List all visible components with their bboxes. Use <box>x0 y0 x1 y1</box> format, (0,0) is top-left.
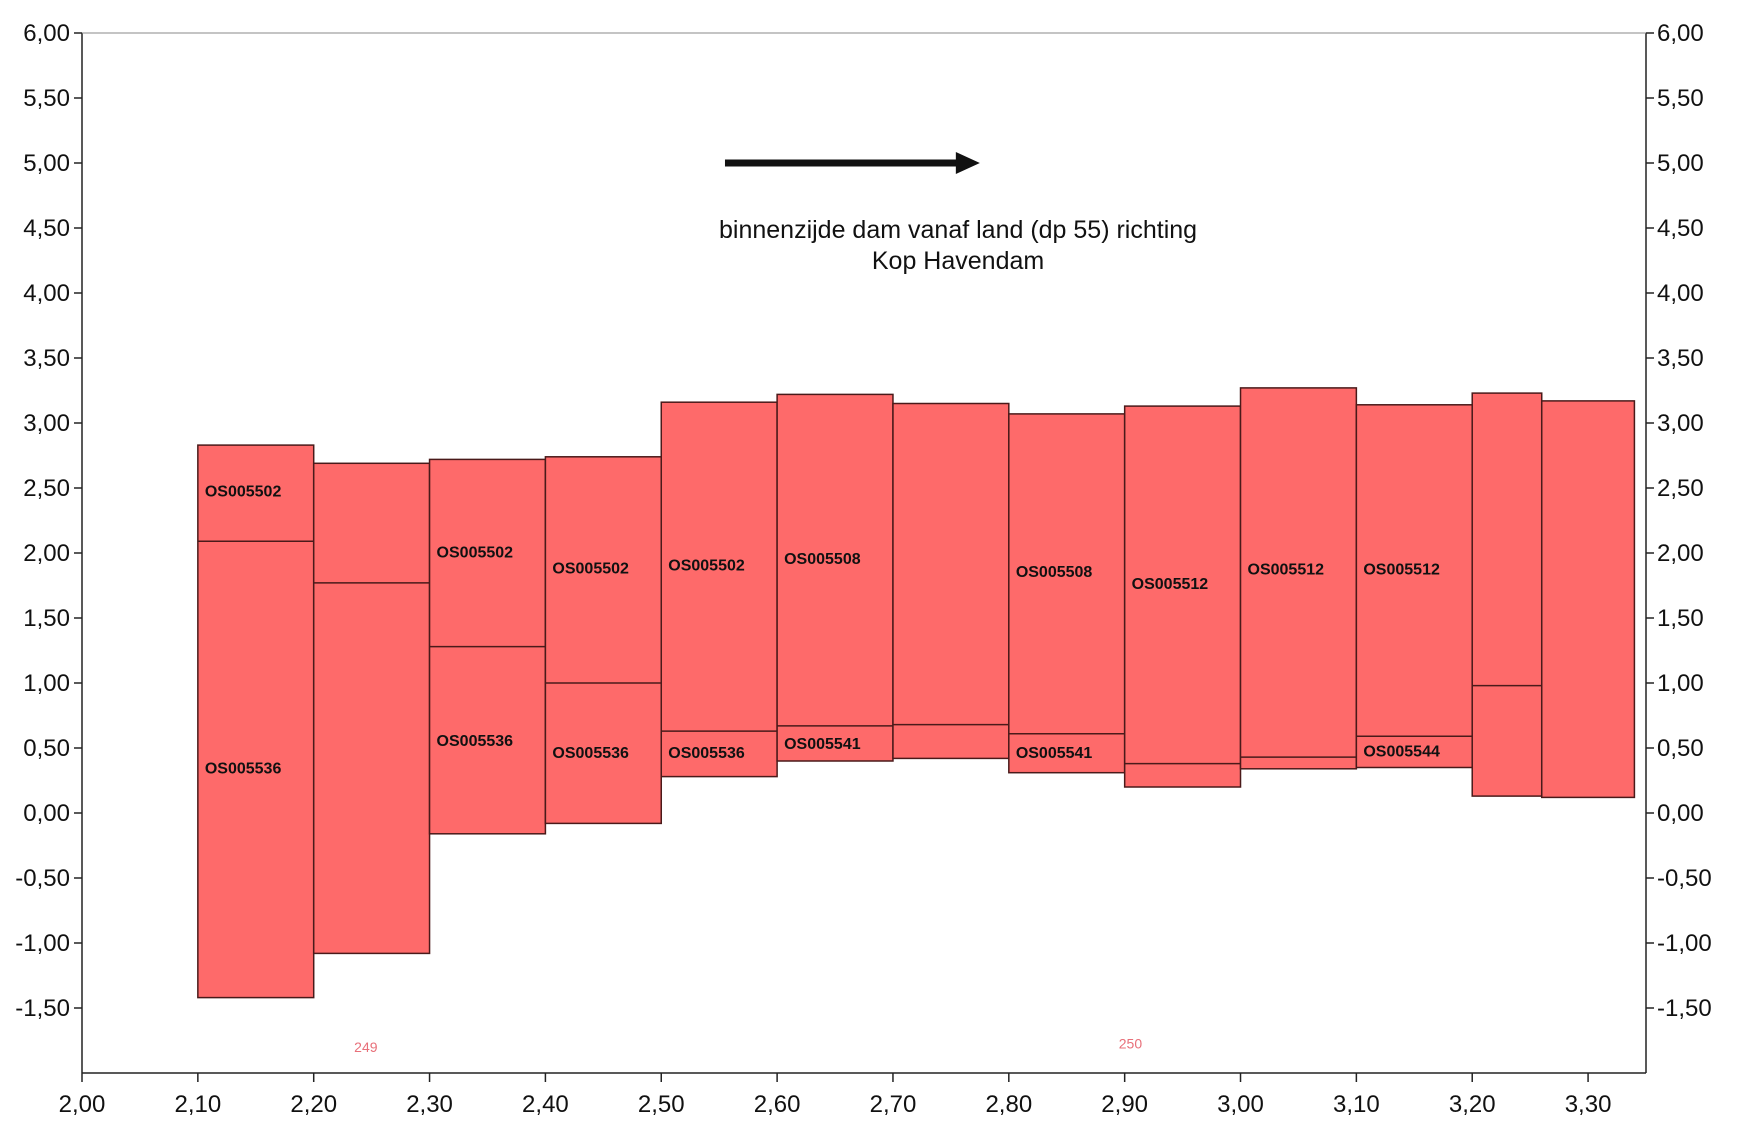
y-tick-label-right: -1,00 <box>1657 930 1712 957</box>
bar-11 <box>1355 404 1473 769</box>
x-tick-label: 2,10 <box>174 1091 221 1118</box>
x-tick-label: 2,00 <box>59 1091 106 1118</box>
bar-label: OS005512 <box>1363 562 1440 579</box>
bar-label: OS005536 <box>552 745 629 762</box>
bar-label: OS005512 <box>1132 576 1209 593</box>
y-tick-label-right: 2,00 <box>1657 540 1704 567</box>
y-tick-label-right: 0,00 <box>1657 800 1704 827</box>
y-tick-label-right: 4,50 <box>1657 215 1704 242</box>
bar-13 <box>1540 400 1636 799</box>
x-tick-label: 2,90 <box>1101 1091 1148 1118</box>
bar-4 <box>544 456 663 825</box>
x-tick-label: 2,50 <box>638 1091 685 1118</box>
y-tick-label-left: 4,00 <box>23 280 70 307</box>
x-tick-label: 2,70 <box>870 1091 917 1118</box>
bar-label: OS005508 <box>1016 564 1093 581</box>
bar-label: OS005502 <box>668 558 745 575</box>
marker-label: 250 <box>1119 1035 1143 1051</box>
y-tick-label-left: -1,00 <box>15 930 70 957</box>
bar-label: OS005502 <box>552 560 629 577</box>
y-tick-label-right: 4,00 <box>1657 280 1704 307</box>
bar-label: OS005541 <box>1016 745 1093 762</box>
chart-title-line: Kop Havendam <box>872 247 1044 275</box>
y-tick-label-left: 6,00 <box>23 20 70 47</box>
x-tick-label: 3,10 <box>1333 1091 1380 1118</box>
x-tick-label: 3,20 <box>1449 1091 1496 1118</box>
bars-layer: OS005502 OS005536 OS005502 OS005536 OS005502… <box>197 387 1636 999</box>
x-tick-label: 3,00 <box>1217 1091 1264 1118</box>
bar-label: OS005508 <box>784 551 861 568</box>
x-tick-label: 2,40 <box>522 1091 569 1118</box>
marker-label: 249 <box>354 1039 378 1055</box>
bar-6 <box>776 393 894 762</box>
y-tick-label-right: 0,50 <box>1657 735 1704 762</box>
y-tick-label-left: 3,50 <box>23 345 70 372</box>
bar-label: OS005536 <box>205 761 282 778</box>
x-tick-label: 2,30 <box>406 1091 453 1118</box>
bar-label: OS005536 <box>437 733 514 750</box>
y-tick-label-left: -1,50 <box>15 995 70 1022</box>
y-tick-label-left: 4,50 <box>23 215 70 242</box>
bar-label: OS005541 <box>784 736 861 753</box>
y-tick-label-left: 0,00 <box>23 800 70 827</box>
bar-7 <box>892 402 1010 760</box>
y-tick-label-left: 2,00 <box>23 540 70 567</box>
y-tick-label-right: 5,00 <box>1657 150 1704 177</box>
y-tick-label-right: -0,50 <box>1657 865 1712 892</box>
y-tick-label-left: 1,50 <box>23 605 70 632</box>
y-tick-label-right: 1,00 <box>1657 670 1704 697</box>
direction-arrow-head <box>955 152 980 174</box>
y-tick-label-right: 3,00 <box>1657 410 1704 437</box>
bar-label: OS005536 <box>668 745 745 762</box>
y-tick-label-right: 1,50 <box>1657 605 1704 632</box>
y-tick-label-left: 0,50 <box>23 735 70 762</box>
x-tick-label: 2,20 <box>290 1091 337 1118</box>
bar-label: OS005512 <box>1248 562 1325 579</box>
bar-2 <box>312 462 431 955</box>
y-tick-label-left: 2,50 <box>23 475 70 502</box>
bar-9 <box>1123 405 1242 788</box>
x-tick-label: 2,80 <box>985 1091 1032 1118</box>
y-tick-label-left: 5,50 <box>23 85 70 112</box>
bar-label: OS005502 <box>205 484 282 501</box>
x-tick-label: 2,60 <box>754 1091 801 1118</box>
bar-8 <box>1008 413 1126 774</box>
y-tick-label-right: 5,50 <box>1657 85 1704 112</box>
y-tick-label-left: 5,00 <box>23 150 70 177</box>
bar-label: OS005502 <box>437 545 514 562</box>
y-tick-label-right: 6,00 <box>1657 20 1704 47</box>
axes-layer: 6,00 6,00 5,50 5,50 5,00 5,00 4,50 4,50 4,00 4,00… <box>15 20 1711 1118</box>
y-tick-label-left: -0,50 <box>15 865 70 892</box>
y-tick-label-right: -1,50 <box>1657 995 1712 1022</box>
chart-title-line: binnenzijde dam vanaf land (dp 55) richt… <box>719 216 1197 244</box>
y-tick-label-left: 1,00 <box>23 670 70 697</box>
y-tick-label-left: 3,00 <box>23 410 70 437</box>
x-tick-label: 3,30 <box>1565 1091 1612 1118</box>
bar-10 <box>1239 387 1358 770</box>
bar-5 <box>660 401 778 778</box>
y-tick-label-right: 3,50 <box>1657 345 1704 372</box>
annotation-layer: binnenzijde dam vanaf land (dp 55) richt… <box>354 152 1197 1055</box>
bar-label: OS005544 <box>1363 744 1440 761</box>
bar-12 <box>1471 392 1543 797</box>
bar-1 <box>197 444 315 999</box>
y-tick-label-right: 2,50 <box>1657 475 1704 502</box>
